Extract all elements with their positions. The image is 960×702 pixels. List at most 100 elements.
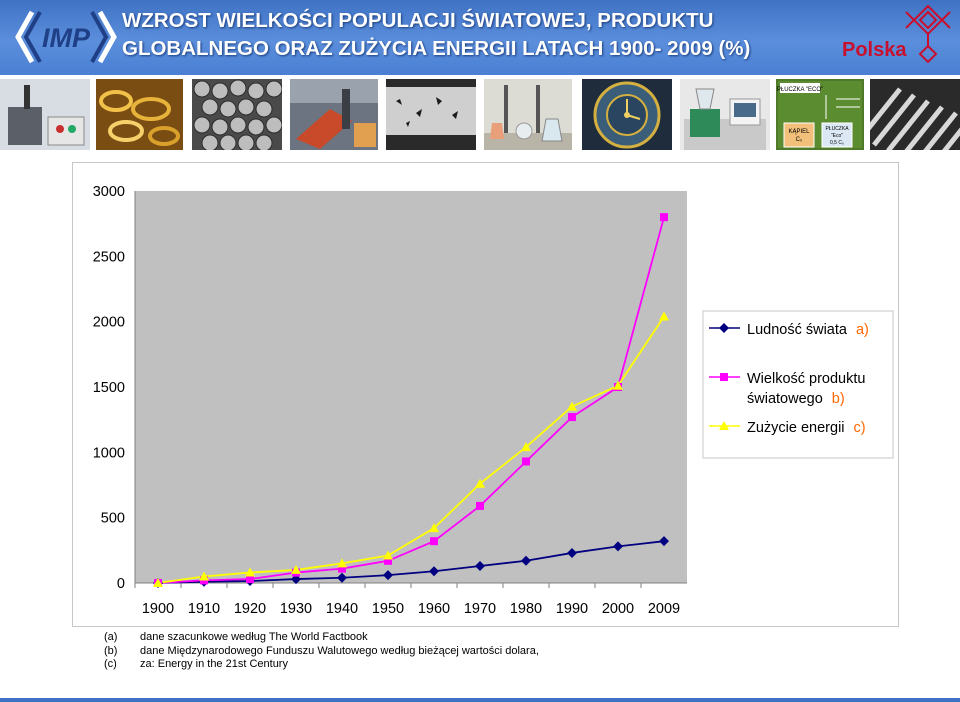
logo-left-chevron-icon: [15, 10, 35, 64]
footnote-letter: (c): [104, 658, 117, 670]
data-point-series-3: [291, 564, 301, 574]
x-tick-label: 1920: [234, 601, 266, 617]
data-point-series-3: [521, 442, 531, 452]
legend-diamond-icon: [719, 323, 729, 333]
logo-right-chevron-inner-icon: [90, 11, 109, 63]
data-point-series-2: [246, 575, 254, 584]
legend-product-name-line2: światowego: [747, 391, 823, 407]
data-point-series-3: [383, 550, 393, 560]
data-point-series-1: [613, 541, 623, 552]
data-point-series-3: [337, 558, 347, 568]
chart-frame: 0 500 1000 1500 2000 2500 3000 1900 1910 1920 193…: [72, 162, 899, 627]
data-point-series-3: [199, 571, 209, 581]
series-line-3: [157, 315, 665, 584]
logo-text: IMP: [42, 23, 91, 53]
footnote-a: (a) dane szacunkowe według The World Fac…: [104, 631, 539, 645]
data-point-series-3: [613, 380, 623, 390]
photo-micrograph: [386, 79, 476, 150]
imp-logo: IMP: [15, 10, 117, 64]
legend-energy-suffix: c): [854, 420, 866, 436]
header-banner: IMP WZROST WIELKOŚCI POPULACJI ŚWIATOWEJ…: [0, 0, 960, 75]
x-tick-label: 1960: [418, 601, 450, 617]
legend-triangle-icon: [719, 421, 729, 430]
legend-population-name: Ludność świata: [747, 322, 848, 338]
x-tick-label: 2000: [602, 601, 634, 617]
y-tick-label: 1500: [93, 380, 125, 396]
plot-area: [135, 191, 687, 583]
y-tick-label: 0: [117, 576, 125, 592]
diagram-top-label: PŁUCZKA "ECO": [777, 87, 823, 93]
data-point-series-2: [660, 213, 668, 222]
x-tick-label: 1910: [188, 601, 220, 617]
y-tick-label: 3000: [93, 184, 125, 200]
photo-steel-mill: [290, 79, 378, 150]
data-point-series-1: [383, 570, 393, 581]
photo-metal-balls: [192, 79, 282, 150]
series-line-1: [157, 540, 665, 584]
x-tick-label: 1970: [464, 601, 496, 617]
x-tick-label: 1980: [510, 601, 542, 617]
photo-lab-glassware: [484, 79, 572, 150]
data-point-series-3: [659, 311, 669, 321]
diagram-bath-sub-label: C₀: [796, 137, 803, 143]
line-chart: 0 500 1000 1500 2000 2500 3000 1900 1910 1920 193…: [93, 184, 894, 617]
photo-plating-diagram: PŁUCZKA "ECO" KĄPIEL C₀ PŁUCZKA "Eco" 0,…: [776, 79, 864, 150]
footnote-c: (c) za: Energy in the 21st Century: [104, 658, 539, 672]
photo-strip: PŁUCZKA "ECO" KĄPIEL C₀ PŁUCZKA "Eco" 0,…: [0, 75, 960, 152]
footnote-letter: (b): [104, 644, 118, 657]
photo-laboratory-instrument: [680, 79, 770, 150]
diagram-rinse-sub2-label: 0,5 C₀: [830, 140, 844, 146]
data-point-series-2: [522, 457, 530, 466]
data-point-series-1: [521, 555, 531, 566]
logo-right-chevron-icon: [97, 10, 117, 64]
data-point-series-1: [337, 572, 347, 583]
footnotes: (a) dane szacunkowe według The World Fac…: [104, 631, 539, 672]
legend-square-icon: [720, 373, 728, 381]
legend-box: [702, 310, 894, 459]
photo-brass-spirals: [96, 79, 183, 150]
y-tick-label: 1000: [93, 445, 125, 461]
legend-label-population: Ludność świata a): [747, 322, 869, 338]
photo-laboratory-equipment: [0, 79, 90, 150]
legend: Ludność świata a) Wielkość produktu świa…: [702, 310, 894, 459]
data-point-series-2: [338, 564, 346, 573]
title-line-1: WZROST WIELKOŚCI POPULACJI ŚWIATOWEJ, PR…: [122, 9, 714, 32]
data-point-series-3: [475, 478, 485, 488]
diagram-rinse-label: PŁUCZKA: [825, 126, 849, 132]
footnote-text: dane Międzynarodowego Funduszu Walutoweg…: [140, 644, 539, 657]
polska-logo: Polska: [842, 4, 951, 64]
legend-label-energy: Zużycie energii c): [747, 420, 866, 436]
page-title: WZROST WIELKOŚCI POPULACJI ŚWIATOWEJ, PR…: [122, 7, 842, 63]
legend-product-suffix: b): [832, 391, 845, 407]
polska-text: Polska: [842, 39, 907, 61]
legend-population-suffix: a): [856, 322, 869, 338]
data-point-series-3: [429, 523, 439, 533]
data-point-series-1: [291, 574, 301, 585]
y-tick-label: 500: [101, 511, 125, 527]
footnote-letter: (a): [104, 631, 118, 643]
data-point-series-1: [475, 561, 485, 572]
data-point-series-3: [245, 567, 255, 577]
x-tick-label: 1990: [556, 601, 588, 617]
x-tick-label: 2009: [648, 601, 680, 617]
data-point-series-1: [567, 547, 577, 558]
legend-energy-name: Zużycie energii: [747, 420, 845, 436]
polska-emblem-icon: [905, 4, 951, 64]
data-point-series-2: [430, 537, 438, 546]
data-point-series-2: [476, 501, 484, 510]
legend-product-name-line1: Wielkość produktu: [747, 371, 865, 387]
x-tick-label: 1930: [280, 601, 312, 617]
x-tick-label: 1950: [372, 601, 404, 617]
legend-label-product-line2: światowego b): [747, 391, 845, 407]
diagram-bath-label: KĄPIEL: [788, 129, 810, 135]
y-tick-label: 2500: [93, 249, 125, 265]
data-point-series-1: [659, 536, 669, 547]
data-point-series-2: [568, 413, 576, 422]
footnote-b: (b) dane Międzynarodowego Funduszu Walut…: [104, 645, 539, 659]
series-line-2: [157, 216, 665, 584]
x-tick-label: 1940: [326, 601, 358, 617]
data-point-series-2: [384, 556, 392, 565]
footnote-text: za: Energy in the 21st Century: [140, 658, 288, 670]
data-point-series-3: [153, 578, 163, 587]
data-point-series-1: [429, 566, 439, 577]
